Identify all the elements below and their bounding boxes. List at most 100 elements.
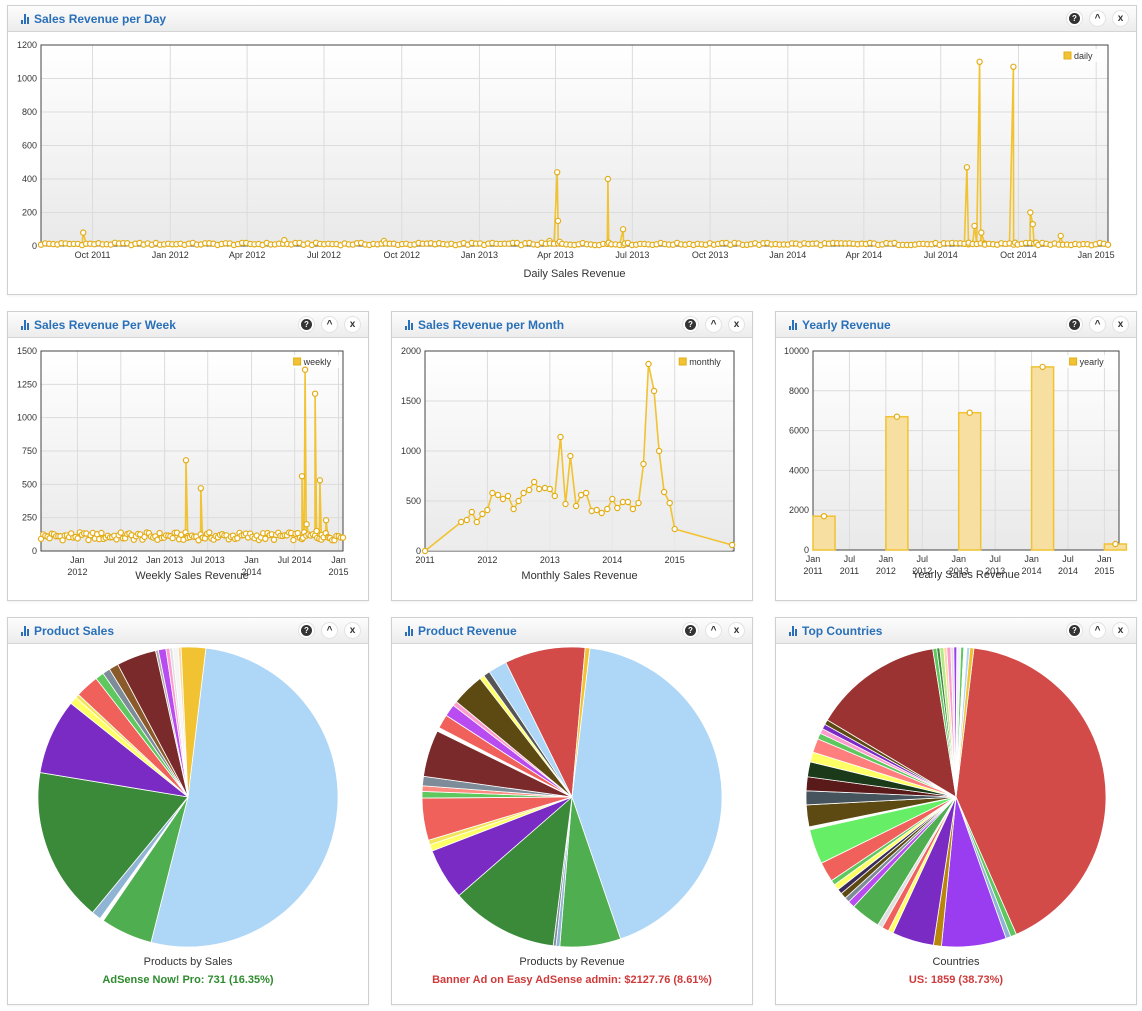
- data-point: [588, 507, 595, 515]
- y-tick-label: 1250: [17, 379, 37, 389]
- y-tick-label: 2000: [789, 505, 809, 515]
- data-point: [650, 387, 658, 395]
- y-tick-label: 500: [22, 479, 37, 489]
- data-point: [494, 491, 502, 499]
- x-tick-label: Jan 2013: [146, 555, 183, 565]
- x-tick-label: 2011: [840, 566, 859, 576]
- bar-chart-icon: [21, 320, 31, 330]
- widget-controls: ? ^ x: [1066, 622, 1130, 640]
- x-tick-label: Jan: [879, 554, 894, 564]
- chevron-up-icon[interactable]: ^: [1089, 10, 1106, 27]
- data-point: [473, 518, 481, 526]
- x-tick-label: Oct 2013: [692, 250, 729, 260]
- close-icon[interactable]: x: [1112, 622, 1129, 639]
- widget-controls: ? ^ x: [298, 622, 362, 640]
- pie-slice: [955, 647, 1107, 935]
- y-tick-label: 2000: [401, 346, 421, 356]
- data-point: [484, 506, 491, 514]
- help-icon[interactable]: ?: [1066, 622, 1083, 639]
- chevron-up-icon[interactable]: ^: [705, 622, 722, 639]
- help-icon[interactable]: ?: [682, 316, 699, 333]
- bar: [812, 515, 836, 551]
- data-point: [1029, 220, 1037, 228]
- product-sales-pie[interactable]: Products by Sales: [8, 644, 368, 968]
- x-tick-label: Jul 2014: [278, 555, 312, 565]
- close-icon[interactable]: x: [344, 316, 361, 333]
- help-icon[interactable]: ?: [298, 316, 315, 333]
- x-tick-label: 2015: [1094, 566, 1114, 576]
- widget-title: Sales Revenue per Month: [418, 318, 565, 332]
- x-tick-label: 2012: [912, 566, 932, 576]
- x-tick-label: Jul 2013: [191, 555, 225, 565]
- close-icon[interactable]: x: [728, 622, 745, 639]
- data-point: [262, 535, 269, 542]
- data-point: [499, 495, 507, 503]
- data-point: [290, 536, 297, 544]
- widget-controls: ? ^ x: [682, 622, 746, 640]
- y-tick-label: 250: [22, 513, 37, 523]
- close-icon[interactable]: x: [1112, 10, 1129, 27]
- data-point: [593, 506, 600, 514]
- top-countries-pie[interactable]: Countries: [776, 644, 1136, 968]
- data-point: [660, 488, 668, 496]
- data-point: [567, 452, 574, 460]
- chevron-up-icon[interactable]: ^: [705, 316, 722, 333]
- chevron-up-icon[interactable]: ^: [1089, 622, 1106, 639]
- y-tick-label: 0: [32, 241, 37, 251]
- data-point: [963, 164, 971, 171]
- close-icon[interactable]: x: [1112, 316, 1129, 333]
- close-icon[interactable]: x: [344, 622, 361, 639]
- legend-label: monthly: [689, 357, 721, 367]
- legend-box: [1061, 49, 1104, 62]
- data-point: [629, 505, 637, 513]
- data-point: [666, 499, 673, 507]
- pie-slice: [180, 646, 207, 798]
- data-point: [311, 390, 319, 397]
- bar-chart-icon: [789, 626, 799, 636]
- x-tick-label: 2013: [540, 555, 560, 565]
- widget-title: Top Countries: [802, 624, 883, 638]
- data-point: [520, 489, 527, 497]
- chevron-up-icon[interactable]: ^: [1089, 316, 1106, 333]
- widget-header: Yearly Revenue ? ^ x: [776, 312, 1136, 338]
- x-tick-label: Jan 2015: [1078, 250, 1115, 260]
- help-icon[interactable]: ?: [1066, 10, 1083, 27]
- legend-swatch: [678, 357, 687, 366]
- close-icon[interactable]: x: [728, 316, 745, 333]
- data-point: [554, 169, 561, 176]
- y-tick-label: 10000: [784, 346, 809, 356]
- chevron-up-icon[interactable]: ^: [321, 316, 338, 333]
- product-revenue-pie[interactable]: Products by Revenue: [392, 644, 752, 968]
- y-tick-label: 800: [22, 107, 37, 117]
- y-tick-label: 8000: [789, 386, 809, 396]
- help-icon[interactable]: ?: [682, 622, 699, 639]
- help-icon[interactable]: ?: [1066, 316, 1083, 333]
- data-point: [1104, 241, 1112, 248]
- widget-controls: ? ^ x: [1066, 316, 1130, 334]
- data-point: [74, 535, 81, 542]
- widget-title: Sales Revenue per Day: [34, 12, 167, 26]
- y-tick-label: 0: [32, 546, 37, 556]
- data-point: [479, 510, 486, 518]
- x-tick-label: 2014: [1058, 566, 1078, 576]
- selected-slice-label: US: 1859 (38.73%): [908, 974, 1004, 986]
- help-icon[interactable]: ?: [298, 622, 315, 639]
- x-tick-label: 2014: [602, 555, 622, 565]
- yearly-revenue-chart: 0 2000 4000 6000 8000 10000 Jan 2011 Jul 2011 Jan 2…: [784, 346, 1128, 581]
- data-point: [619, 226, 627, 233]
- data-point: [635, 499, 642, 507]
- x-tick-label: Jan 2012: [152, 250, 189, 260]
- chevron-up-icon[interactable]: ^: [321, 622, 338, 639]
- data-point: [640, 460, 647, 468]
- data-point: [551, 492, 558, 500]
- pie-slice: [571, 647, 723, 940]
- data-point: [671, 525, 678, 533]
- legend-label: daily: [1074, 51, 1093, 61]
- widget-title: Product Sales: [34, 624, 115, 638]
- data-point: [1027, 209, 1034, 216]
- data-point: [515, 497, 522, 505]
- data-point: [976, 58, 983, 65]
- data-point: [572, 502, 580, 510]
- pie-slice: [571, 647, 591, 798]
- x-tick-label: Jul: [844, 554, 856, 564]
